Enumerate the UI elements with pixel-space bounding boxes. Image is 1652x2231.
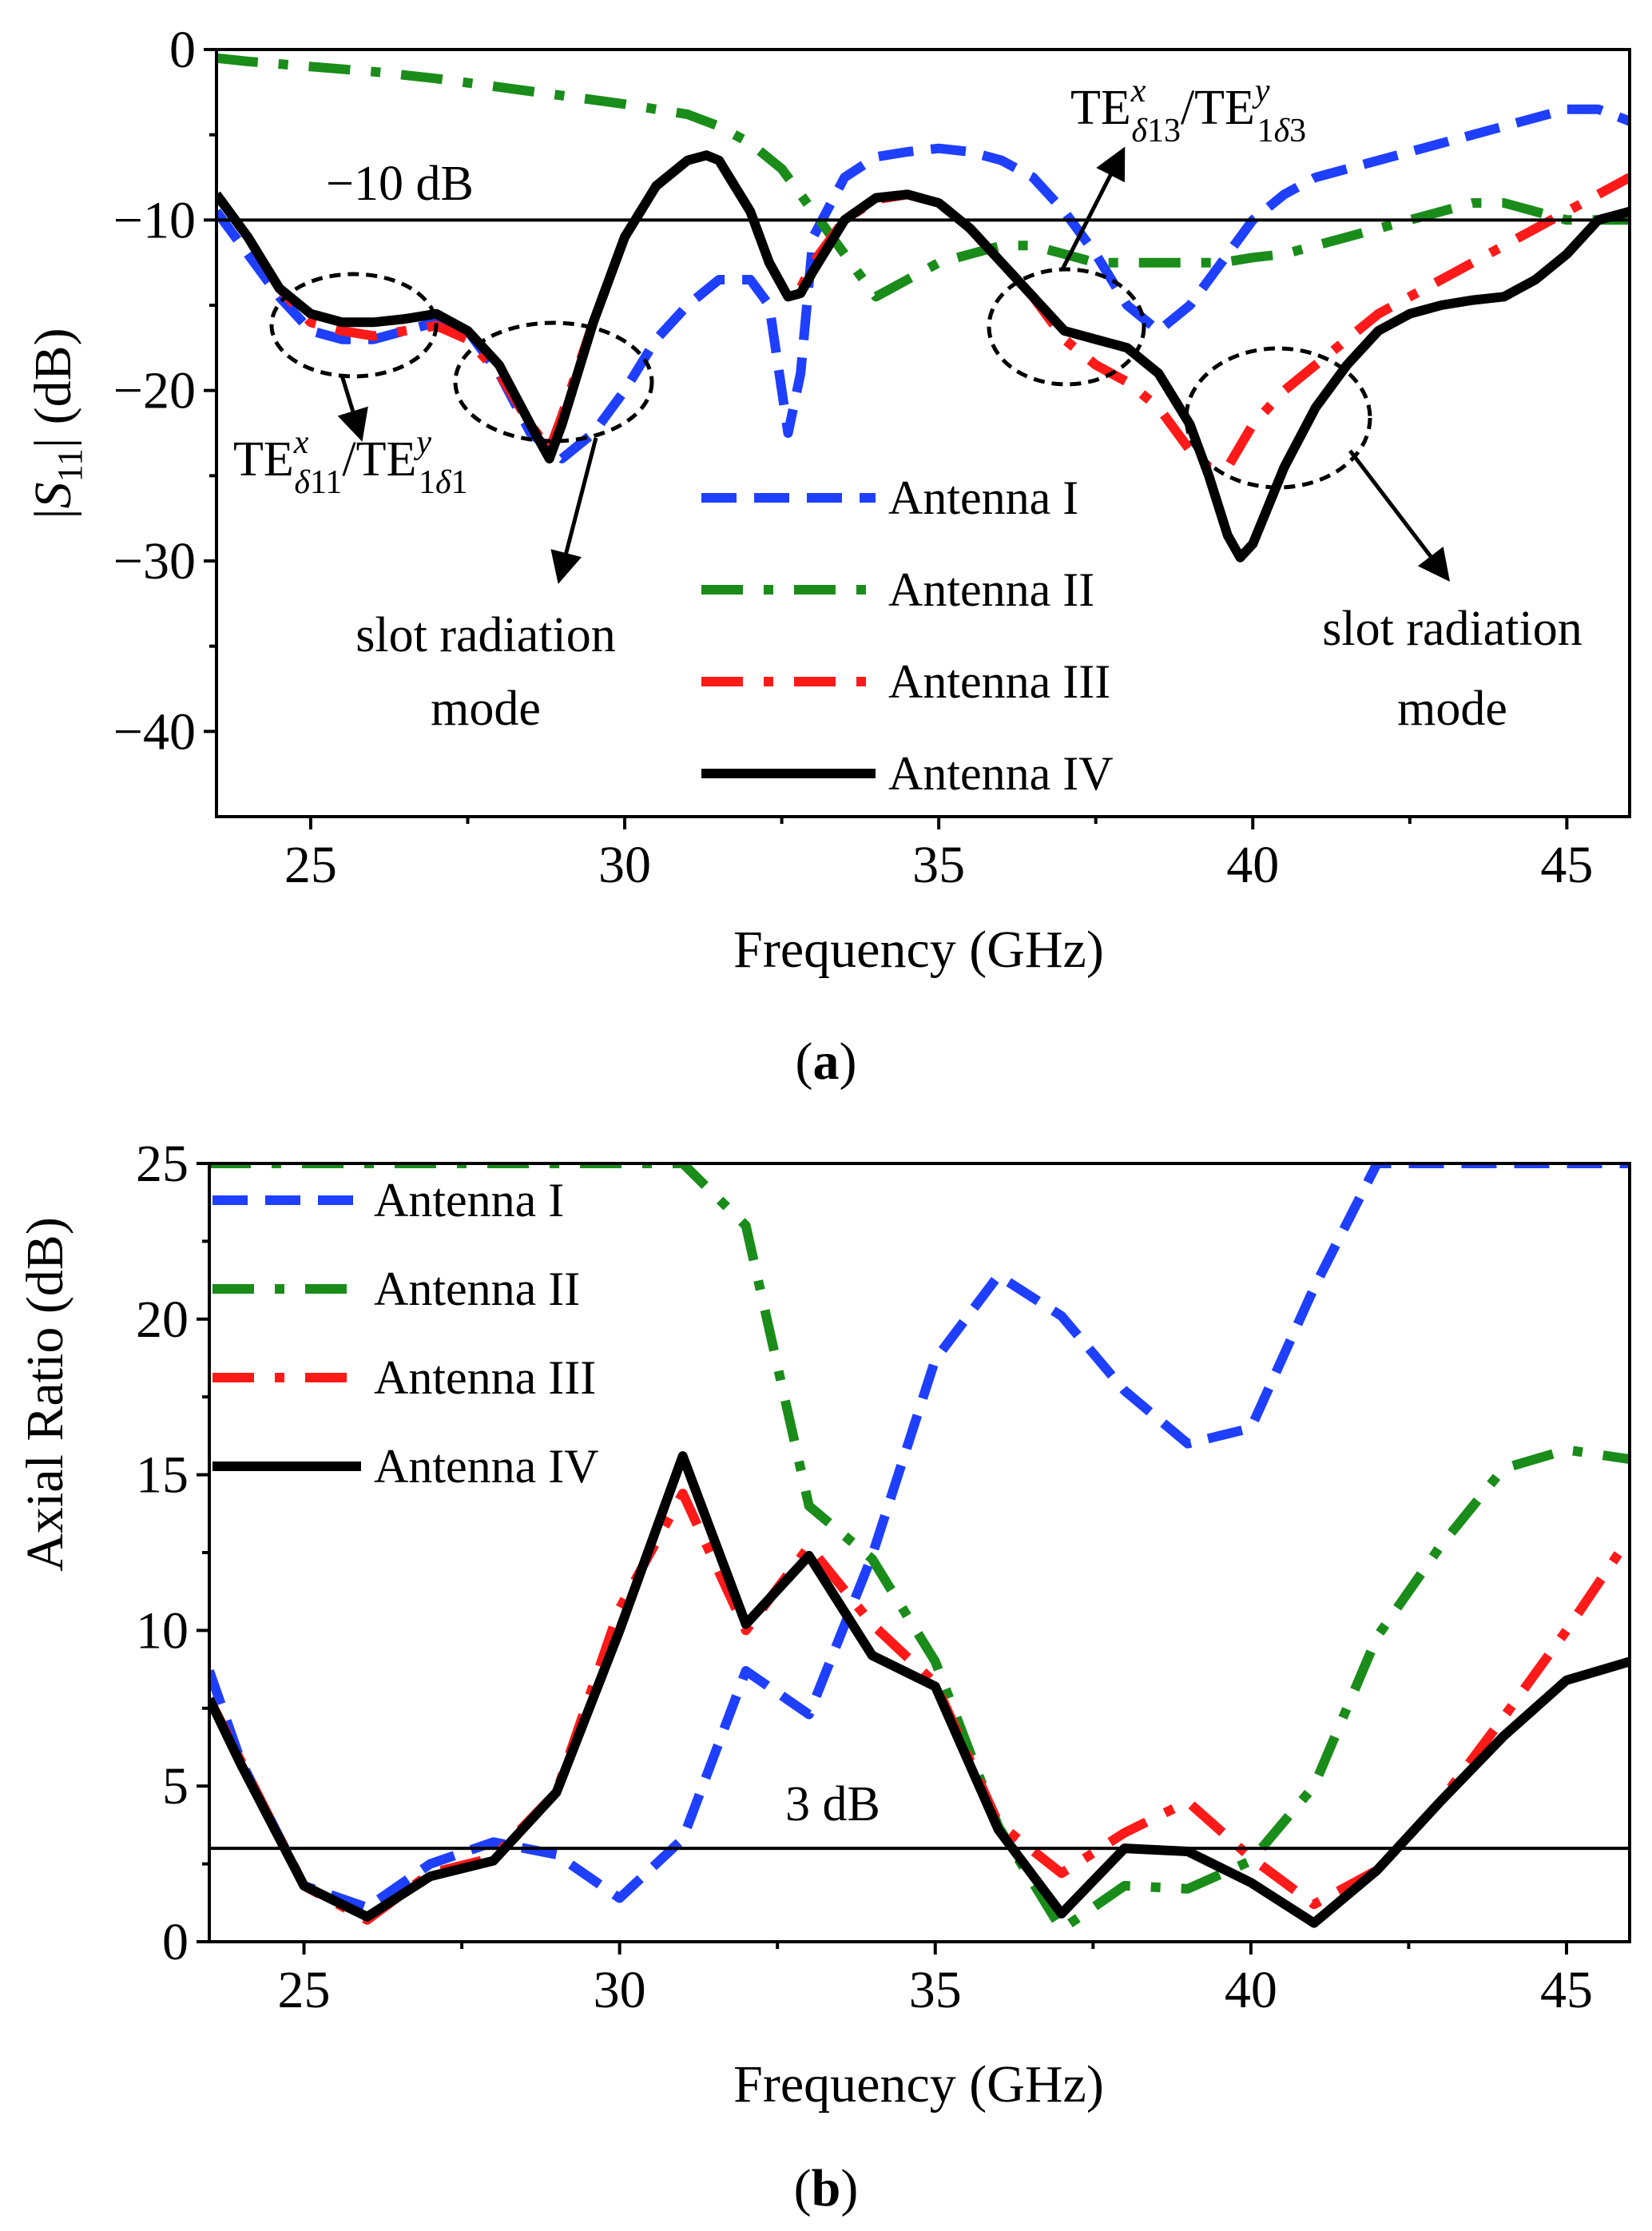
panel-a-legend-label-antenna-i: Antenna I — [888, 471, 1078, 524]
annotation-ellipse-slot-right — [1184, 346, 1372, 490]
panel-a-series-group — [216, 53, 1630, 563]
panel-a-series-antenna-i — [216, 104, 1630, 463]
panel-a-plot-frame — [215, 48, 1631, 818]
panel-a-x-tick-label: 25 — [284, 836, 337, 894]
annotation-slot-left-line2: mode — [431, 682, 541, 736]
panel-a-x-tick-label: 40 — [1226, 836, 1279, 894]
panel-a-series-antenna-iv — [216, 150, 1630, 563]
panel-a-x-tick-label: 30 — [598, 836, 651, 894]
panel-a-y-tick-label: −20 — [113, 362, 196, 420]
panel-b-y-tick-label: 25 — [136, 1135, 189, 1193]
annotation-arrow-mode1 — [337, 375, 368, 442]
panel-b-chart: 25 30 35 40 45 0 5 10 15 20 25 3 dB Axial Ratio (d… — [16, 1135, 1631, 2217]
panel-a-legend-label-antenna-iv: Antenna IV — [888, 747, 1114, 800]
panel-b-legend-label-antenna-iv: Antenna IV — [374, 1440, 599, 1493]
annotation-ellipse-slot-left — [453, 320, 654, 443]
panel-a-series-antenna-ii — [216, 53, 1630, 302]
panel-b-series-group — [209, 1163, 1630, 1935]
panel-b-y-axis-label: Axial Ratio (dB) — [16, 1217, 74, 1572]
panel-a-legend: Antenna I Antenna II Antenna III Antenna IV — [701, 471, 1114, 800]
panel-b-x-axis-label: Frequency (GHz) — [733, 2055, 1104, 2114]
panel-a-chart: 25 30 35 40 45 0 −10 −20 −30 −40 −10 dB |S11| (dB… — [24, 21, 1631, 1091]
panel-b-series-antenna-iii — [209, 1489, 1630, 1925]
panel-b-x-tick-label: 40 — [1225, 1961, 1277, 2019]
panel-b-y-tick-label: 15 — [136, 1446, 189, 1505]
panel-a-y-tick-label: −40 — [113, 702, 196, 761]
panel-a-x-axis-label: Frequency (GHz) — [733, 921, 1104, 979]
panel-a-y-tick-label: −30 — [113, 532, 196, 591]
annotation-arrow-slot-left — [550, 437, 598, 584]
panel-a-legend-label-antenna-iii: Antenna III — [888, 655, 1110, 708]
panel-a-x-tick-label: 35 — [912, 836, 965, 894]
panel-b-label: (b) — [794, 2159, 859, 2217]
panel-a-legend-label-antenna-ii: Antenna II — [888, 563, 1094, 616]
panel-b-x-tick-label: 30 — [594, 1961, 646, 2019]
annotation-mode1-label: TEx δ11/TEy 1δ1 — [233, 424, 468, 501]
panel-b-legend-label-antenna-i: Antenna I — [374, 1174, 564, 1227]
annotation-arrow-mode2 — [1060, 146, 1126, 271]
panel-a-ticks: 25 30 35 40 45 0 −10 −20 −30 −40 — [113, 21, 1594, 894]
panel-b-x-tick-label: 45 — [1540, 1961, 1593, 2019]
panel-a-x-tick-label: 45 — [1540, 836, 1593, 894]
annotation-slot-right-line1: slot radiation — [1322, 602, 1582, 656]
panel-b-series-antenna-iv — [209, 1451, 1630, 1928]
panel-b-y-tick-label: 0 — [162, 1913, 189, 1971]
panel-a-series-antenna-iii — [216, 150, 1630, 472]
panel-b-legend: Antenna I Antenna II Antenna III Antenna IV — [212, 1174, 599, 1493]
annotation-slot-left-line1: slot radiation — [355, 608, 615, 662]
panel-b-y-tick-label: 10 — [136, 1601, 189, 1660]
panel-a-reference-label: −10 dB — [326, 157, 474, 211]
panel-b-y-tick-label: 5 — [162, 1757, 189, 1815]
panel-b-ticks: 25 30 35 40 45 0 5 10 15 20 25 — [136, 1135, 1593, 2019]
panel-b-y-tick-label: 20 — [136, 1290, 189, 1349]
panel-a-y-axis-label: |S11| (dB) — [24, 328, 89, 519]
panel-b-legend-label-antenna-iii: Antenna III — [374, 1351, 596, 1404]
panel-a-y-tick-label: −10 — [113, 191, 196, 249]
annotation-mode2-label: TEx δ13/TEy 1δ3 — [1070, 73, 1306, 149]
annotation-ellipse-mode2 — [987, 267, 1146, 387]
panel-b-series-antenna-ii — [209, 1163, 1630, 1935]
panel-b-reference-label: 3 dB — [785, 1777, 880, 1831]
annotation-arrow-slot-right — [1348, 449, 1451, 582]
panel-b-legend-label-antenna-ii: Antenna II — [374, 1263, 580, 1315]
panel-a-y-tick-label: 0 — [169, 21, 196, 79]
panel-b-x-tick-label: 25 — [278, 1961, 331, 2019]
panel-b-x-tick-label: 35 — [909, 1961, 962, 2019]
panel-a-label: (a) — [796, 1032, 857, 1091]
annotation-ellipse-mode1 — [269, 272, 439, 379]
annotation-slot-right-line2: mode — [1397, 682, 1507, 736]
